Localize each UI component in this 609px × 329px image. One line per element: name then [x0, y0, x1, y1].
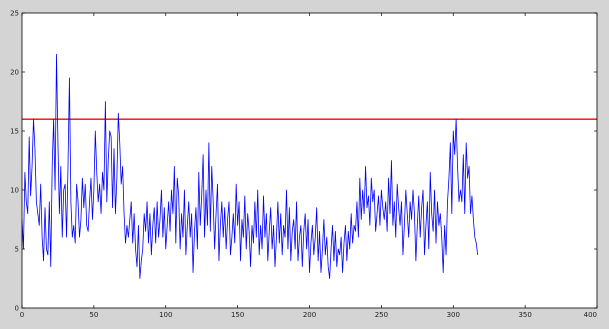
x-tick-label: 250: [375, 311, 388, 319]
x-tick-label: 400: [584, 311, 597, 319]
y-tick-label: 20: [10, 69, 19, 77]
x-tick-label: 100: [159, 311, 172, 319]
y-tick-label: 0: [15, 305, 19, 313]
x-tick-label: 300: [447, 311, 460, 319]
plot-frame: [21, 12, 598, 309]
y-tick-label: 5: [15, 246, 19, 254]
y-tick-label: 25: [10, 10, 19, 18]
x-tick-label: 150: [231, 311, 244, 319]
data-series-line: [21, 53, 479, 279]
x-tick-label: 200: [303, 311, 316, 319]
y-tick-label: 15: [10, 128, 19, 136]
x-tick-label: 0: [20, 311, 24, 319]
y-tick-label: 10: [10, 187, 19, 195]
x-tick-label: 50: [89, 311, 98, 319]
x-tick-label: 350: [518, 311, 531, 319]
